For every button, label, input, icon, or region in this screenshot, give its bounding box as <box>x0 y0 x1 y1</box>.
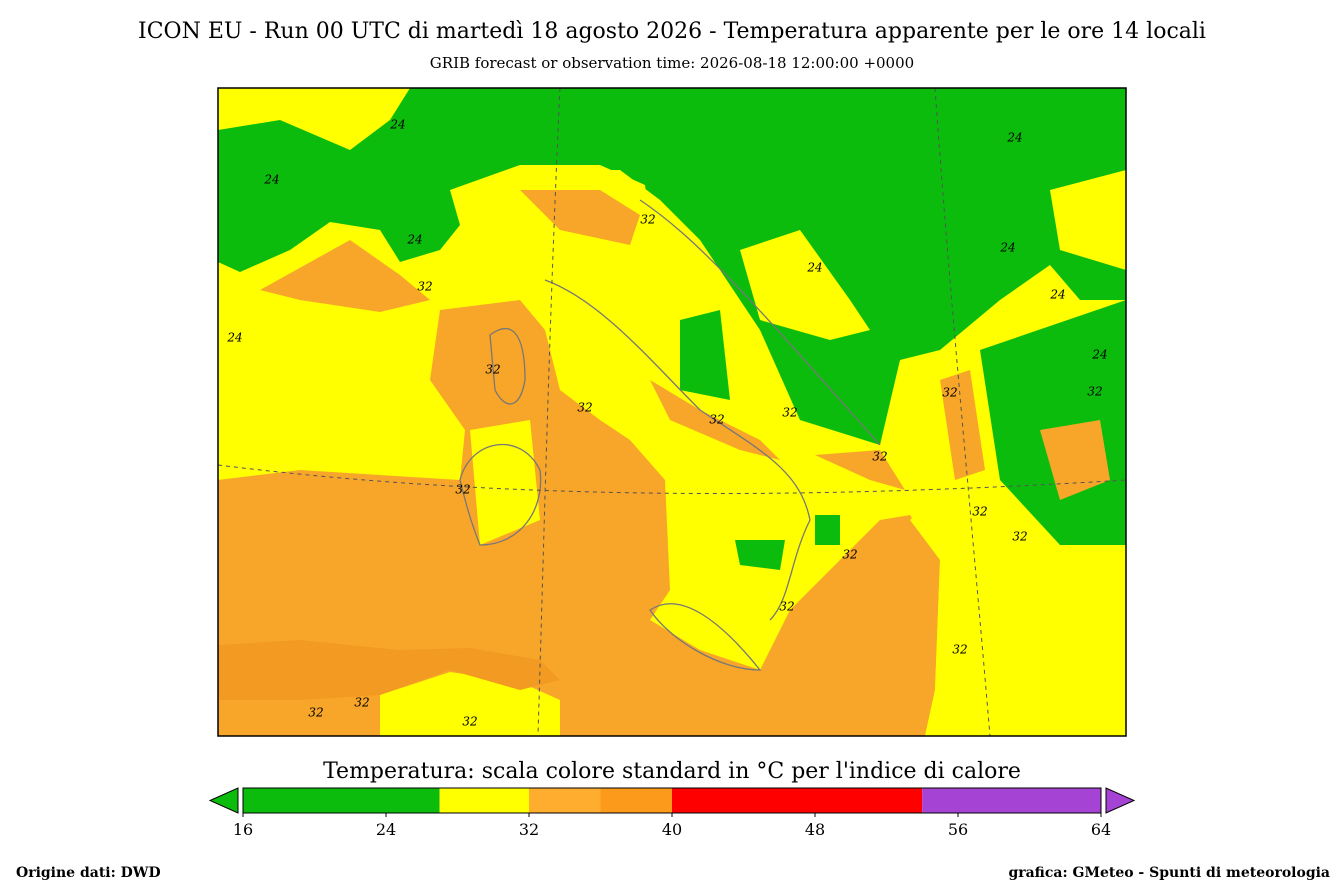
contour-label: 32 <box>972 505 987 519</box>
contour-label: 24 <box>1006 131 1022 145</box>
map <box>218 88 1126 736</box>
colorbar-segment <box>243 788 440 813</box>
contour-label: 24 <box>999 241 1015 255</box>
colorbar: 16 24 32 40 48 56 64 <box>208 787 1136 839</box>
contour-label: 24 <box>389 118 405 132</box>
region-orange <box>260 240 430 312</box>
colorbar-segment <box>922 788 1101 813</box>
contour-label: 32 <box>782 406 797 420</box>
contour-label: 32 <box>1012 530 1027 544</box>
colorbar-tick-label: 32 <box>519 820 539 839</box>
region-green <box>735 540 785 570</box>
map-frame <box>217 87 1127 737</box>
contour-label: 32 <box>462 715 477 729</box>
contour-label: 32 <box>942 386 957 400</box>
colorbar-tick-label: 56 <box>948 820 968 839</box>
region-green <box>815 515 840 545</box>
footer-right: grafica: GMeteo - Spunti di meteorologia <box>1008 865 1330 881</box>
region-yellow <box>740 230 870 340</box>
contour-label: 32 <box>577 401 592 415</box>
colorbar-tick-label: 40 <box>662 820 682 839</box>
region-green <box>218 88 1126 445</box>
colorbar-segment <box>600 788 672 813</box>
region-orange <box>218 640 560 700</box>
colorbar-tick-label: 48 <box>805 820 825 839</box>
contour-label: 24 <box>1091 348 1107 362</box>
contour-label: 32 <box>455 483 470 497</box>
region-orange <box>815 450 905 490</box>
contour-label: 24 <box>1049 288 1065 302</box>
contour-label: 32 <box>1087 385 1102 399</box>
colorbar-segment <box>439 788 529 813</box>
coastlines <box>459 199 881 671</box>
region-orange <box>218 300 940 736</box>
colorbar-arrow-low <box>208 787 239 814</box>
colorbar-tick-label: 24 <box>376 820 396 839</box>
colorbar-title: Temperatura: scala colore standard in °C… <box>323 759 1021 784</box>
region-orange <box>1040 420 1110 500</box>
colorbar-segment <box>529 788 601 813</box>
contour-label: 32 <box>872 450 887 464</box>
colorbar-tick-label: 64 <box>1091 820 1111 839</box>
contour-label: 32 <box>485 363 500 377</box>
contour-label: 24 <box>806 261 822 275</box>
contour-label: 32 <box>709 413 724 427</box>
contour-label: 32 <box>354 696 369 710</box>
contour-label: 24 <box>406 233 422 247</box>
contour-label: 24 <box>226 331 242 345</box>
title: ICON EU - Run 00 UTC di martedì 18 agost… <box>138 19 1206 44</box>
contour-label: 32 <box>779 600 794 614</box>
region-orange <box>490 320 540 415</box>
region-yellow <box>910 470 1000 736</box>
region-yellow <box>470 420 540 545</box>
region-orange <box>520 190 640 245</box>
contour-label: 32 <box>842 548 857 562</box>
region-green <box>680 310 730 400</box>
contour-label: 32 <box>640 213 655 227</box>
contour-label: 32 <box>417 280 432 294</box>
colorbar-segment <box>672 788 923 813</box>
colorbar-arrow-high <box>1105 787 1136 814</box>
region-yellow <box>1050 170 1126 270</box>
footer-left: Origine dati: DWD <box>16 865 161 881</box>
subtitle: GRIB forecast or observation time: 2026-… <box>430 54 914 72</box>
contour-label: 24 <box>263 173 279 187</box>
graticule <box>218 88 1126 736</box>
contour-label: 32 <box>308 706 323 720</box>
colorbar-tick-label: 16 <box>233 820 253 839</box>
contour-label: 32 <box>952 643 967 657</box>
